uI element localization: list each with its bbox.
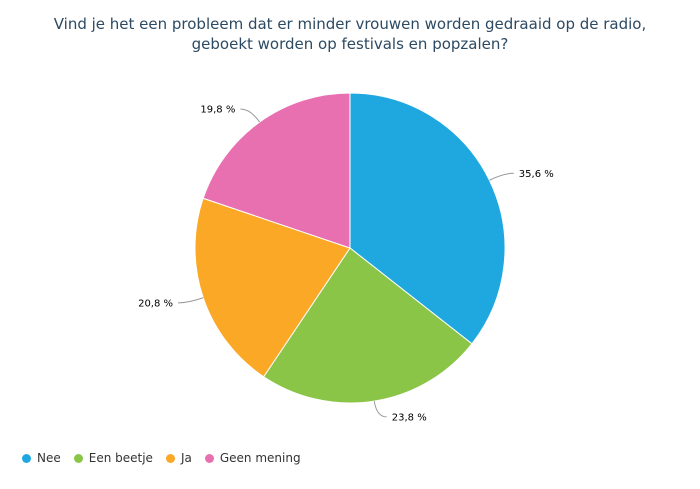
chart-title: Vind je het een probleem dat er minder v…: [0, 14, 700, 54]
legend-item-geen-mening[interactable]: Geen mening: [204, 451, 301, 465]
legend-label: Een beetje: [88, 451, 153, 465]
legend-label: Nee: [37, 451, 61, 465]
legend-label: Geen mening: [219, 451, 301, 465]
data-labels: 35,6 % 23,8 % 20,8 % 19,8 %: [138, 105, 554, 424]
chart-title-line-1: Vind je het een probleem dat er minder v…: [53, 15, 647, 33]
legend-item-ja[interactable]: Ja: [165, 451, 192, 465]
connector-nee: [489, 172, 514, 181]
data-label-ja: 20,8 %: [138, 298, 173, 309]
legend-swatch: [165, 453, 175, 463]
legend: Nee Een beetje Ja Geen mening: [22, 451, 314, 465]
legend-item-nee[interactable]: Nee: [22, 451, 61, 465]
pie-slice-geen-mening[interactable]: [202, 92, 351, 249]
pie-slice-een-beetje[interactable]: [262, 247, 473, 404]
data-label-een-beetje: 23,8 %: [392, 412, 427, 423]
connector-ja: [178, 297, 204, 304]
pie-slices: [194, 92, 506, 404]
data-label-nee: 35,6 %: [519, 169, 554, 180]
legend-label: Ja: [180, 451, 192, 465]
connector-een-beetje: [373, 401, 387, 418]
connector-geen-mening: [240, 108, 261, 123]
legend-swatch: [73, 453, 83, 463]
legend-swatch: [22, 453, 31, 463]
chart-title-line-2: geboekt worden op festivals en popzalen?: [191, 35, 509, 53]
pie-slice-ja[interactable]: [194, 197, 351, 378]
data-label-geen-mening: 19,8 %: [200, 105, 235, 116]
legend-item-een-beetje[interactable]: Een beetje: [73, 451, 153, 465]
label-connectors: [178, 108, 514, 418]
legend-swatch: [204, 453, 214, 463]
